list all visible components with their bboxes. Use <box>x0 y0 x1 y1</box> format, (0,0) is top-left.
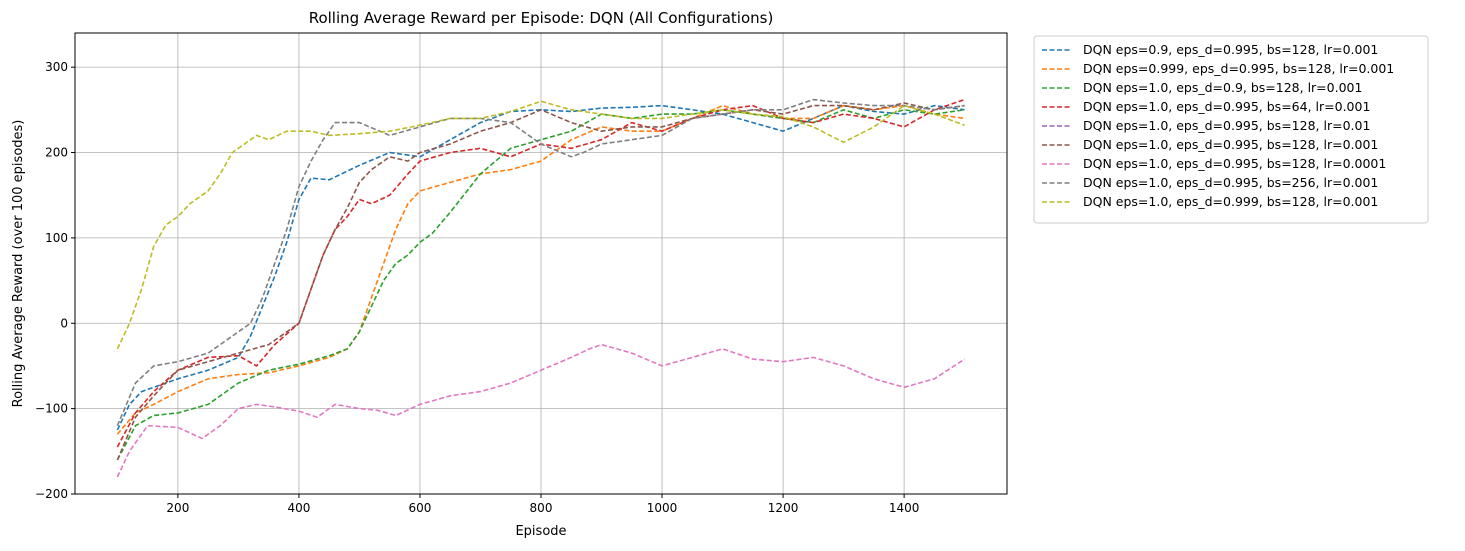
x-tick-label: 200 <box>166 501 189 515</box>
x-tick-label: 600 <box>409 501 432 515</box>
x-tick-label: 1400 <box>889 501 920 515</box>
legend-label: DQN eps=1.0, eps_d=0.995, bs=256, lr=0.0… <box>1083 175 1378 190</box>
series-line-9 <box>116 100 965 350</box>
legend-label: DQN eps=1.0, eps_d=0.999, bs=128, lr=0.0… <box>1083 194 1378 209</box>
x-axis-label: Episode <box>515 524 566 539</box>
series-line-1 <box>116 104 965 431</box>
y-tick-label: −100 <box>35 402 68 416</box>
x-tick-label: 800 <box>530 501 553 515</box>
legend-box <box>1033 35 1429 224</box>
legend: DQN eps=0.9, eps_d=0.995, bs=128, lr=0.0… <box>1033 35 1429 224</box>
y-tick-label: −200 <box>35 487 68 501</box>
y-tick-label: 200 <box>45 146 68 160</box>
legend-label: DQN eps=1.0, eps_d=0.995, bs=64, lr=0.00… <box>1083 99 1370 114</box>
y-tick-label: 100 <box>45 231 68 245</box>
legend-label: DQN eps=0.999, eps_d=0.995, bs=128, lr=0… <box>1083 61 1394 76</box>
series-line-7 <box>116 343 966 478</box>
chart-title: Rolling Average Reward per Episode: DQN … <box>309 9 774 27</box>
y-tick-label: 300 <box>45 60 68 74</box>
series-lines <box>116 98 966 478</box>
series-line-6 <box>116 102 965 461</box>
legend-label: DQN eps=0.9, eps_d=0.995, bs=128, lr=0.0… <box>1083 42 1378 57</box>
axis-ticks: 200 400 600 800 1000 1200 1400 −200 −100 0 100 200 3… <box>35 60 919 515</box>
legend-label: DQN eps=1.0, eps_d=0.9, bs=128, lr=0.001 <box>1083 80 1362 95</box>
x-tick-label: 400 <box>287 501 310 515</box>
y-tick-label: 0 <box>60 316 68 330</box>
x-tick-label: 1200 <box>768 501 799 515</box>
legend-label: DQN eps=1.0, eps_d=0.995, bs=128, lr=0.0… <box>1083 137 1378 152</box>
y-axis-label: Rolling Average Reward (over 100 episode… <box>11 120 26 408</box>
legend-label: DQN eps=1.0, eps_d=0.995, bs=128, lr=0.0… <box>1083 118 1370 133</box>
series-line-2 <box>116 104 965 435</box>
x-tick-label: 1000 <box>647 501 678 515</box>
legend-label: DQN eps=1.0, eps_d=0.995, bs=128, lr=0.0… <box>1083 156 1386 171</box>
